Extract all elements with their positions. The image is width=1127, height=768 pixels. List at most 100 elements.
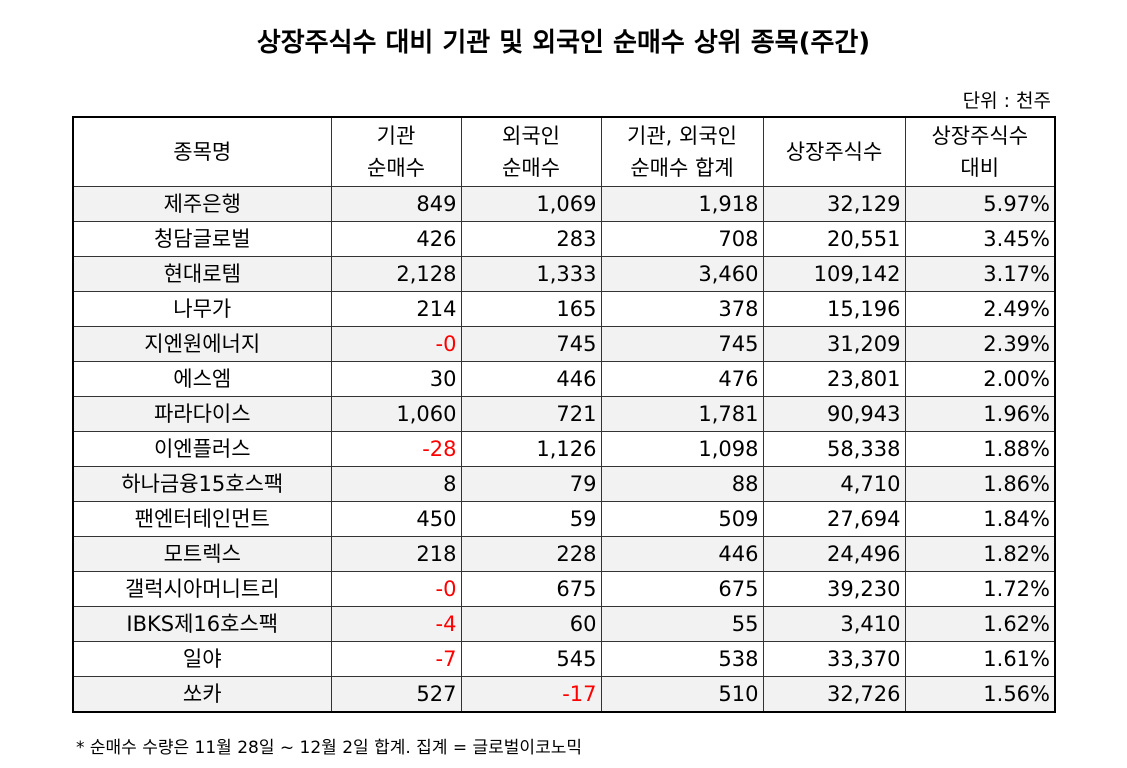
table-row: 제주은행 849 1,069 1,918 32,129 5.97% [72, 186, 1056, 222]
cell-sum: 88 [600, 466, 764, 502]
table-row: 파라다이스 1,060 721 1,781 90,943 1.96% [72, 396, 1056, 432]
cell-foreign: 165 [460, 291, 602, 327]
cell-foreign: 1,069 [460, 186, 602, 222]
table-row: 현대로템 2,128 1,333 3,460 109,142 3.17% [72, 256, 1056, 292]
cell-shares: 3,410 [762, 606, 906, 642]
cell-ratio: 3.17% [904, 256, 1056, 292]
cell-ratio: 1.56% [904, 676, 1056, 713]
table-row: 모트렉스 218 228 446 24,496 1.82% [72, 536, 1056, 572]
cell-foreign: 283 [460, 221, 602, 257]
page-title: 상장주식수 대비 기관 및 외국인 순매수 상위 종목(주간) [256, 28, 871, 58]
header-name: 종목명 [72, 116, 332, 187]
cell-sum: 378 [600, 291, 764, 327]
table-row: 쏘카 527 -17 510 32,726 1.56% [72, 676, 1056, 713]
cell-shares: 32,129 [762, 186, 906, 222]
cell-foreign: 446 [460, 361, 602, 397]
header-ratio: 상장주식수 대비 [904, 116, 1056, 187]
cell-name: 나무가 [72, 291, 332, 327]
cell-ratio: 5.97% [904, 186, 1056, 222]
cell-inst: 214 [330, 291, 462, 327]
table-row: IBKS제16호스팩 -4 60 55 3,410 1.62% [72, 606, 1056, 642]
table-row: 갤럭시아머니트리 -0 675 675 39,230 1.72% [72, 571, 1056, 607]
cell-ratio: 1.62% [904, 606, 1056, 642]
cell-inst: 849 [330, 186, 462, 222]
cell-ratio: 1.84% [904, 501, 1056, 537]
table-row: 일야 -7 545 538 33,370 1.61% [72, 641, 1056, 677]
table-row: 팬엔터테인먼트 450 59 509 27,694 1.84% [72, 501, 1056, 537]
cell-foreign: 1,333 [460, 256, 602, 292]
cell-shares: 27,694 [762, 501, 906, 537]
cell-shares: 32,726 [762, 676, 906, 713]
cell-shares: 4,710 [762, 466, 906, 502]
table-row: 지엔원에너지 -0 745 745 31,209 2.39% [72, 326, 1056, 362]
header-foreign: 외국인 순매수 [460, 116, 602, 187]
cell-inst: 2,128 [330, 256, 462, 292]
cell-foreign: 60 [460, 606, 602, 642]
cell-shares: 23,801 [762, 361, 906, 397]
header-ratio-line2: 대비 [960, 156, 1000, 180]
header-foreign-line1: 외국인 [502, 124, 560, 148]
cell-name: 에스엠 [72, 361, 332, 397]
cell-inst: -4 [330, 606, 462, 642]
header-foreign-line2: 순매수 [502, 156, 560, 180]
header-inst-line1: 기관 [376, 124, 416, 148]
cell-inst: -7 [330, 641, 462, 677]
cell-sum: 3,460 [600, 256, 764, 292]
cell-ratio: 1.61% [904, 641, 1056, 677]
cell-sum: 1,098 [600, 431, 764, 467]
cell-shares: 20,551 [762, 221, 906, 257]
cell-shares: 33,370 [762, 641, 906, 677]
cell-foreign: 79 [460, 466, 602, 502]
header-inst-line2: 순매수 [367, 156, 425, 180]
cell-sum: 446 [600, 536, 764, 572]
cell-name: 모트렉스 [72, 536, 332, 572]
cell-ratio: 1.86% [904, 466, 1056, 502]
cell-foreign: 228 [460, 536, 602, 572]
cell-inst: 426 [330, 221, 462, 257]
cell-name: 파라다이스 [72, 396, 332, 432]
cell-inst: -28 [330, 431, 462, 467]
cell-sum: 675 [600, 571, 764, 607]
cell-foreign: 745 [460, 326, 602, 362]
cell-foreign: 545 [460, 641, 602, 677]
table-row: 나무가 214 165 378 15,196 2.49% [72, 291, 1056, 327]
cell-shares: 90,943 [762, 396, 906, 432]
cell-name: 청담글로벌 [72, 221, 332, 257]
table-row: 청담글로벌 426 283 708 20,551 3.45% [72, 221, 1056, 257]
cell-shares: 15,196 [762, 291, 906, 327]
header-shares: 상장주식수 [762, 116, 906, 187]
cell-name: 지엔원에너지 [72, 326, 332, 362]
header-sum-line2: 순매수 합계 [630, 156, 734, 180]
cell-sum: 55 [600, 606, 764, 642]
table-row: 이엔플러스 -28 1,126 1,098 58,338 1.88% [72, 431, 1056, 467]
cell-name: 제주은행 [72, 186, 332, 222]
cell-inst: -0 [330, 571, 462, 607]
unit-label: 단위 : 천주 [962, 90, 1051, 112]
cell-shares: 24,496 [762, 536, 906, 572]
cell-name: 팬엔터테인먼트 [72, 501, 332, 537]
cell-sum: 745 [600, 326, 764, 362]
cell-name: 쏘카 [72, 676, 332, 713]
cell-ratio: 1.88% [904, 431, 1056, 467]
cell-sum: 509 [600, 501, 764, 537]
cell-name: 현대로템 [72, 256, 332, 292]
cell-name: 하나금융15호스팩 [72, 466, 332, 502]
cell-inst: -0 [330, 326, 462, 362]
cell-ratio: 2.49% [904, 291, 1056, 327]
cell-name: IBKS제16호스팩 [72, 606, 332, 642]
cell-ratio: 3.45% [904, 221, 1056, 257]
header-ratio-line1: 상장주식수 [931, 124, 1029, 148]
cell-sum: 708 [600, 221, 764, 257]
cell-foreign: 59 [460, 501, 602, 537]
cell-inst: 30 [330, 361, 462, 397]
cell-ratio: 2.00% [904, 361, 1056, 397]
header-sum-line1: 기관, 외국인 [627, 124, 737, 148]
cell-sum: 510 [600, 676, 764, 713]
cell-sum: 538 [600, 641, 764, 677]
table-header-row: 종목명 기관 순매수 외국인 순매수 기관, 외국인 순매수 합계 상장주식수 … [72, 116, 1056, 187]
table-body: 제주은행 849 1,069 1,918 32,129 5.97% 청담글로벌 426 283 7… [72, 186, 1056, 713]
cell-ratio: 1.72% [904, 571, 1056, 607]
cell-inst: 1,060 [330, 396, 462, 432]
cell-inst: 8 [330, 466, 462, 502]
cell-ratio: 1.96% [904, 396, 1056, 432]
